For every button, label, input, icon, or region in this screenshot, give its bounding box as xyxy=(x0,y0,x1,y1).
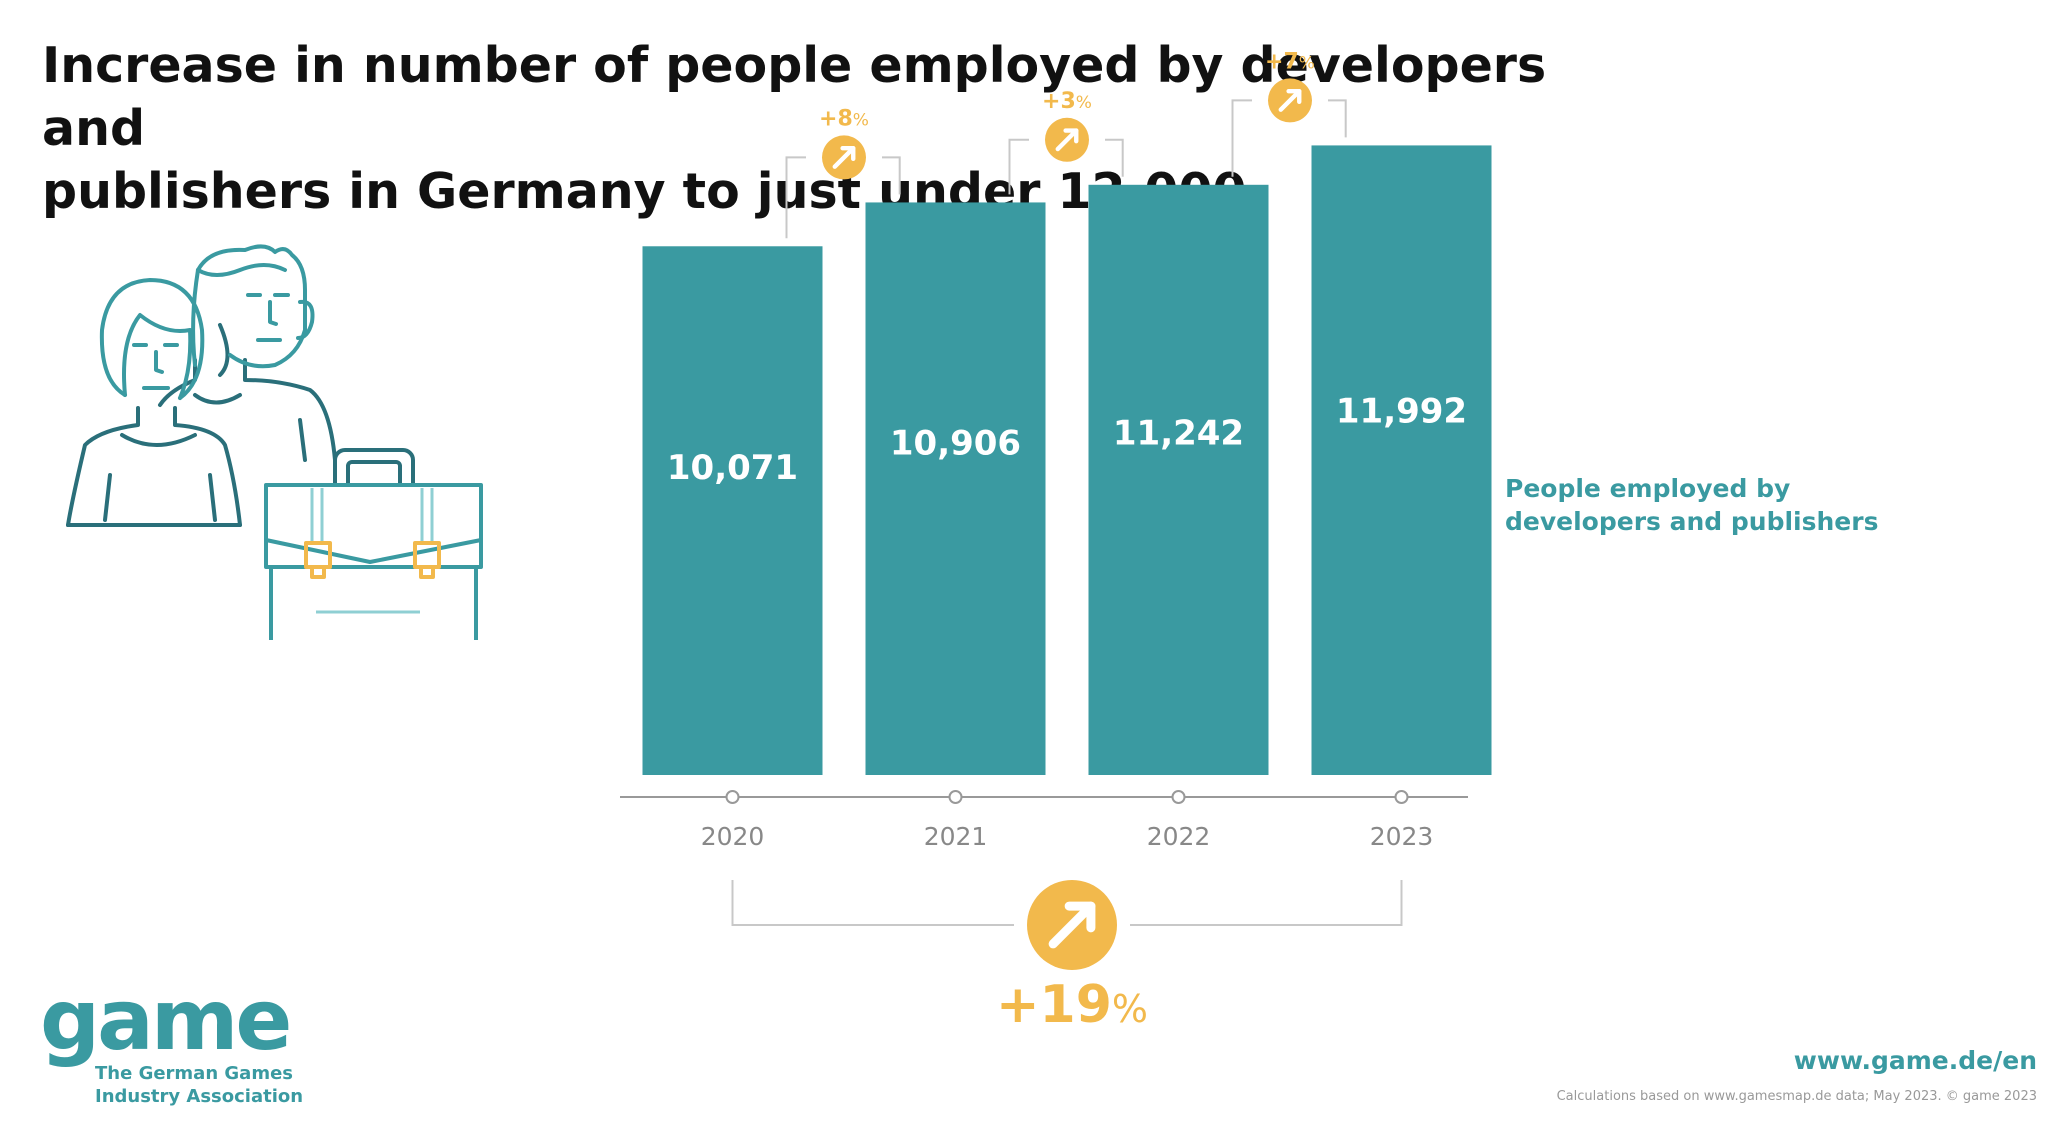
legend: People employed by developers and publis… xyxy=(1505,472,1878,538)
page-title: Increase in number of people employed by… xyxy=(42,34,1602,223)
x-tick-label: 2021 xyxy=(924,822,988,851)
growth-badge xyxy=(1268,78,1312,123)
people-icon xyxy=(66,244,337,527)
x-tick-label: 2020 xyxy=(701,822,765,851)
arrow-head xyxy=(1286,88,1302,105)
growth-label: +7% xyxy=(1265,49,1315,74)
arrow-head xyxy=(1064,901,1096,933)
source-note: Calculations based on www.gamesmap.de da… xyxy=(1556,1089,2037,1104)
x-axis-tick-marker xyxy=(725,790,740,804)
bar-2020 xyxy=(642,246,823,775)
growth-badge xyxy=(822,135,866,180)
x-axis-tick-marker xyxy=(1171,790,1186,804)
arrow-up-right-icon xyxy=(1048,901,1096,949)
tagline-line-1: The German Games xyxy=(95,1063,294,1084)
total-growth-badge xyxy=(1027,880,1117,970)
arrow-up-right-icon xyxy=(832,145,856,169)
x-axis-tick-marker xyxy=(948,790,963,804)
arrow-up-right-icon xyxy=(1278,88,1302,112)
bar-value-label: 10,906 xyxy=(890,423,1021,463)
total-growth-bracket xyxy=(731,880,1403,926)
x-tick-label: 2023 xyxy=(1370,822,1434,851)
growth-label: +8% xyxy=(819,106,869,131)
bar-2022 xyxy=(1088,184,1269,776)
growth-label: +3% xyxy=(1042,89,1092,114)
tagline-line-2: Industry Association xyxy=(95,1086,304,1107)
people-briefcase-illustration xyxy=(66,244,483,640)
legend-line-2: developers and publishers xyxy=(1505,507,1879,536)
x-axis-tick-marker xyxy=(1394,790,1409,804)
bar-2023 xyxy=(1311,145,1492,776)
x-tick-label: 2022 xyxy=(1147,822,1211,851)
growth-connector xyxy=(1231,99,1347,177)
bar-value-label: 11,992 xyxy=(1336,391,1467,431)
logo-tagline: The German Games Industry Association xyxy=(95,1062,303,1108)
bar-value-label: 10,071 xyxy=(667,448,798,488)
bar-value-label: 11,242 xyxy=(1113,413,1244,453)
growth-badge xyxy=(1045,117,1089,162)
arrow-head xyxy=(1063,128,1079,144)
growth-connector xyxy=(785,156,901,239)
title-line-1: Increase in number of people employed by… xyxy=(42,37,1547,157)
bar-2021 xyxy=(865,202,1046,775)
website-link[interactable]: www.game.de/en xyxy=(1793,1046,2037,1075)
title-line-2: publishers in Germany to just under 12,0… xyxy=(42,163,1247,220)
total-growth-label: +19% xyxy=(996,975,1148,1035)
arrow-up-right-icon xyxy=(1055,128,1079,152)
briefcase-icon xyxy=(264,448,483,640)
legend-line-1: People employed by xyxy=(1505,474,1791,503)
growth-connector xyxy=(1008,138,1124,195)
game-logo[interactable]: game xyxy=(40,971,292,1069)
arrow-head xyxy=(840,145,856,162)
